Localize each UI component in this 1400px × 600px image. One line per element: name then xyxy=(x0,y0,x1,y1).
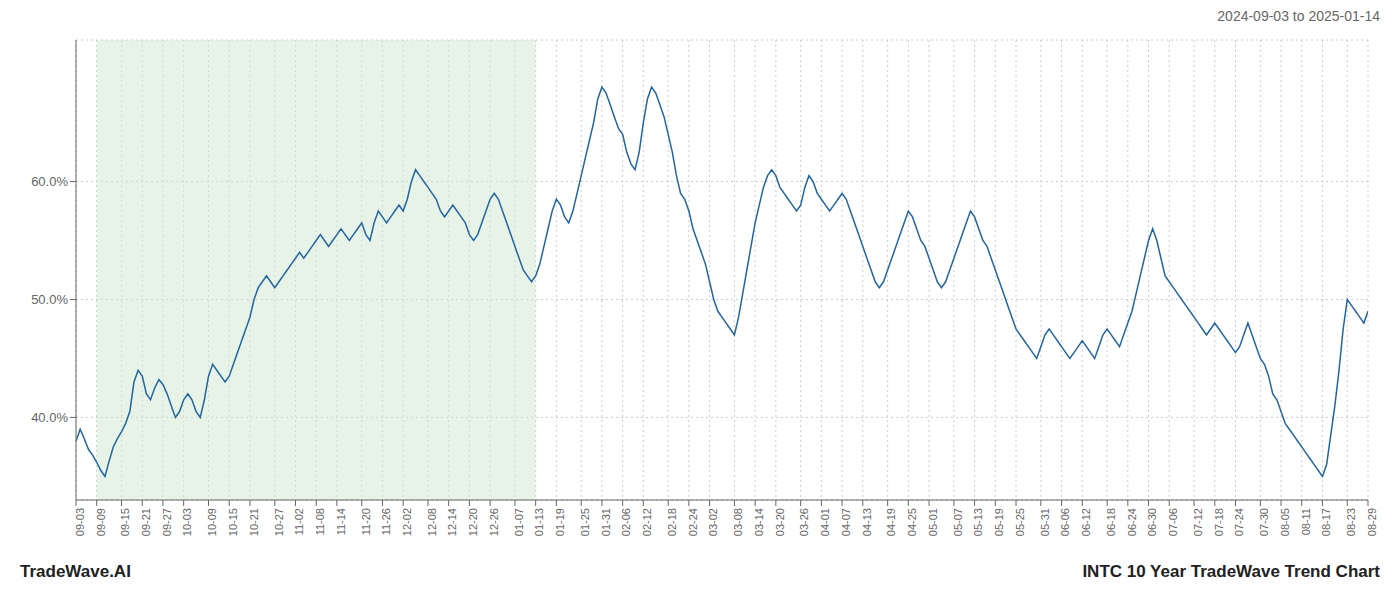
svg-text:06-06: 06-06 xyxy=(1059,508,1071,536)
svg-text:10-21: 10-21 xyxy=(248,508,260,536)
svg-text:10-15: 10-15 xyxy=(227,508,239,536)
svg-text:01-25: 01-25 xyxy=(579,508,591,536)
svg-text:07-18: 07-18 xyxy=(1213,508,1225,536)
svg-text:08-23: 08-23 xyxy=(1345,508,1357,536)
svg-text:10-03: 10-03 xyxy=(181,508,193,536)
svg-text:50.0%: 50.0% xyxy=(31,292,68,307)
svg-text:02-18: 02-18 xyxy=(666,508,678,536)
svg-text:04-13: 04-13 xyxy=(861,508,873,536)
svg-text:05-13: 05-13 xyxy=(972,508,984,536)
svg-text:05-25: 05-25 xyxy=(1014,508,1026,536)
svg-text:06-30: 06-30 xyxy=(1146,508,1158,536)
svg-text:05-19: 05-19 xyxy=(993,508,1005,536)
svg-text:12-26: 12-26 xyxy=(488,508,500,536)
svg-text:09-09: 09-09 xyxy=(95,508,107,536)
svg-text:12-02: 12-02 xyxy=(401,508,413,536)
svg-text:02-06: 02-06 xyxy=(620,508,632,536)
svg-text:08-11: 08-11 xyxy=(1300,508,1312,535)
svg-text:08-17: 08-17 xyxy=(1320,508,1332,536)
svg-text:07-06: 07-06 xyxy=(1167,508,1179,536)
svg-text:10-27: 10-27 xyxy=(273,508,285,536)
svg-text:11-14: 11-14 xyxy=(335,508,347,535)
svg-text:09-21: 09-21 xyxy=(140,508,152,536)
svg-text:04-01: 04-01 xyxy=(819,508,831,536)
svg-text:06-18: 06-18 xyxy=(1105,508,1117,536)
svg-text:06-12: 06-12 xyxy=(1080,508,1092,536)
svg-text:07-24: 07-24 xyxy=(1233,508,1245,536)
svg-text:01-13: 01-13 xyxy=(533,508,545,536)
svg-text:07-12: 07-12 xyxy=(1192,508,1204,536)
svg-text:08-05: 08-05 xyxy=(1279,508,1291,536)
svg-text:07-30: 07-30 xyxy=(1258,508,1270,536)
svg-text:03-26: 03-26 xyxy=(798,508,810,536)
svg-text:02-24: 02-24 xyxy=(687,508,699,536)
svg-text:11-08: 11-08 xyxy=(314,508,326,535)
svg-text:03-02: 03-02 xyxy=(707,508,719,536)
svg-text:09-03: 09-03 xyxy=(74,508,86,536)
svg-text:01-07: 01-07 xyxy=(513,508,525,536)
svg-text:09-15: 09-15 xyxy=(119,508,131,536)
svg-text:05-31: 05-31 xyxy=(1039,508,1051,536)
svg-text:11-26: 11-26 xyxy=(380,508,392,535)
svg-text:04-07: 04-07 xyxy=(840,508,852,536)
svg-text:12-20: 12-20 xyxy=(467,508,479,536)
svg-text:05-07: 05-07 xyxy=(952,508,964,536)
html-text:TradeWave.AI: TradeWave.AI xyxy=(20,562,131,581)
svg-text:11-02: 11-02 xyxy=(293,508,305,535)
svg-text:10-09: 10-09 xyxy=(206,508,218,536)
svg-text:12-08: 12-08 xyxy=(426,508,438,536)
svg-text:11-20: 11-20 xyxy=(360,508,372,535)
svg-text:03-20: 03-20 xyxy=(774,508,786,536)
svg-text:06-24: 06-24 xyxy=(1126,508,1138,536)
svg-text:04-25: 04-25 xyxy=(906,508,918,536)
svg-text:03-08: 03-08 xyxy=(732,508,744,536)
svg-text:05-01: 05-01 xyxy=(927,508,939,536)
svg-text:40.0%: 40.0% xyxy=(31,410,68,425)
svg-text:60.0%: 60.0% xyxy=(31,174,68,189)
svg-text:02-12: 02-12 xyxy=(641,508,653,536)
html-text:INTC 10 Year TradeWave Trend C: INTC 10 Year TradeWave Trend Chart xyxy=(1082,562,1380,581)
svg-text:04-19: 04-19 xyxy=(885,508,897,536)
html-text:2024-09-03 to 2025-01-14: 2024-09-03 to 2025-01-14 xyxy=(1217,8,1380,24)
svg-text:08-29: 08-29 xyxy=(1366,508,1378,536)
svg-text:09-27: 09-27 xyxy=(161,508,173,536)
svg-text:03-14: 03-14 xyxy=(753,508,765,536)
svg-text:12-14: 12-14 xyxy=(447,508,459,536)
svg-text:01-31: 01-31 xyxy=(600,508,612,536)
svg-text:01-19: 01-19 xyxy=(554,508,566,536)
